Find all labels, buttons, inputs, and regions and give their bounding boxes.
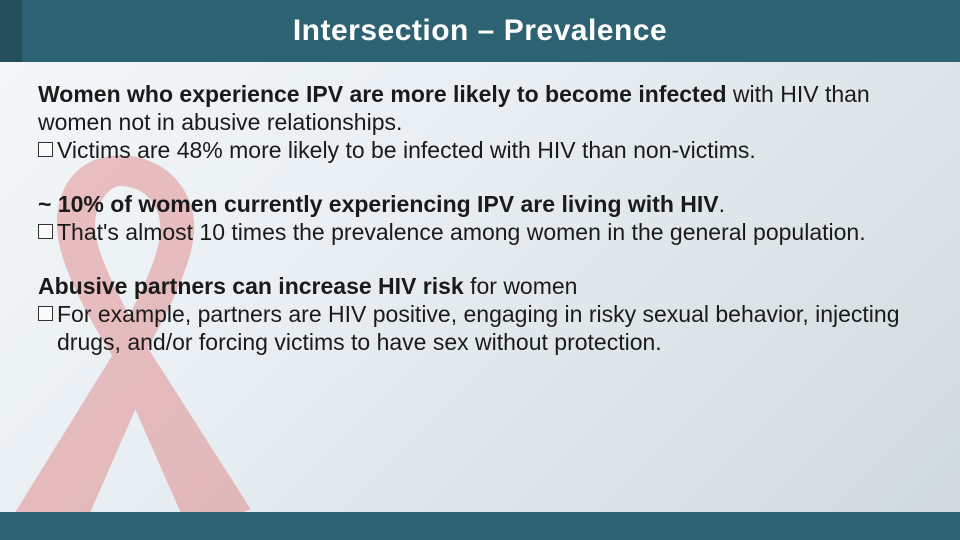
lead-rest: for women (464, 273, 578, 299)
bottom-bar (0, 512, 960, 540)
lead-bold: ~ 10% of women currently experiencing IP… (38, 191, 719, 217)
lead-rest: . (719, 191, 725, 217)
bullet-text: That's almost 10 times the prevalence am… (57, 218, 922, 246)
slide-title: Intersection – Prevalence (293, 14, 667, 48)
bullet-text: For example, partners are HIV positive, … (57, 300, 922, 356)
checkbox-icon (38, 306, 53, 321)
lead-bold: Abusive partners can increase HIV risk (38, 273, 464, 299)
bullet-item: For example, partners are HIV positive, … (38, 300, 922, 356)
bullet-text: Victims are 48% more likely to be infect… (57, 136, 922, 164)
bullet-item: That's almost 10 times the prevalence am… (38, 218, 922, 246)
lead-line: Women who experience IPV are more likely… (38, 80, 922, 136)
paragraph-3: Abusive partners can increase HIV risk f… (38, 272, 922, 356)
title-bar: Intersection – Prevalence (0, 0, 960, 62)
lead-line: Abusive partners can increase HIV risk f… (38, 272, 922, 300)
slide: Intersection – Prevalence Women who expe… (0, 0, 960, 540)
paragraph-1: Women who experience IPV are more likely… (38, 80, 922, 164)
checkbox-icon (38, 142, 53, 157)
bullet-item: Victims are 48% more likely to be infect… (38, 136, 922, 164)
title-tab-accent (0, 0, 22, 62)
slide-body: Women who experience IPV are more likely… (38, 80, 922, 382)
lead-bold: Women who experience IPV are more likely… (38, 81, 727, 107)
lead-line: ~ 10% of women currently experiencing IP… (38, 190, 922, 218)
checkbox-icon (38, 224, 53, 239)
paragraph-2: ~ 10% of women currently experiencing IP… (38, 190, 922, 246)
